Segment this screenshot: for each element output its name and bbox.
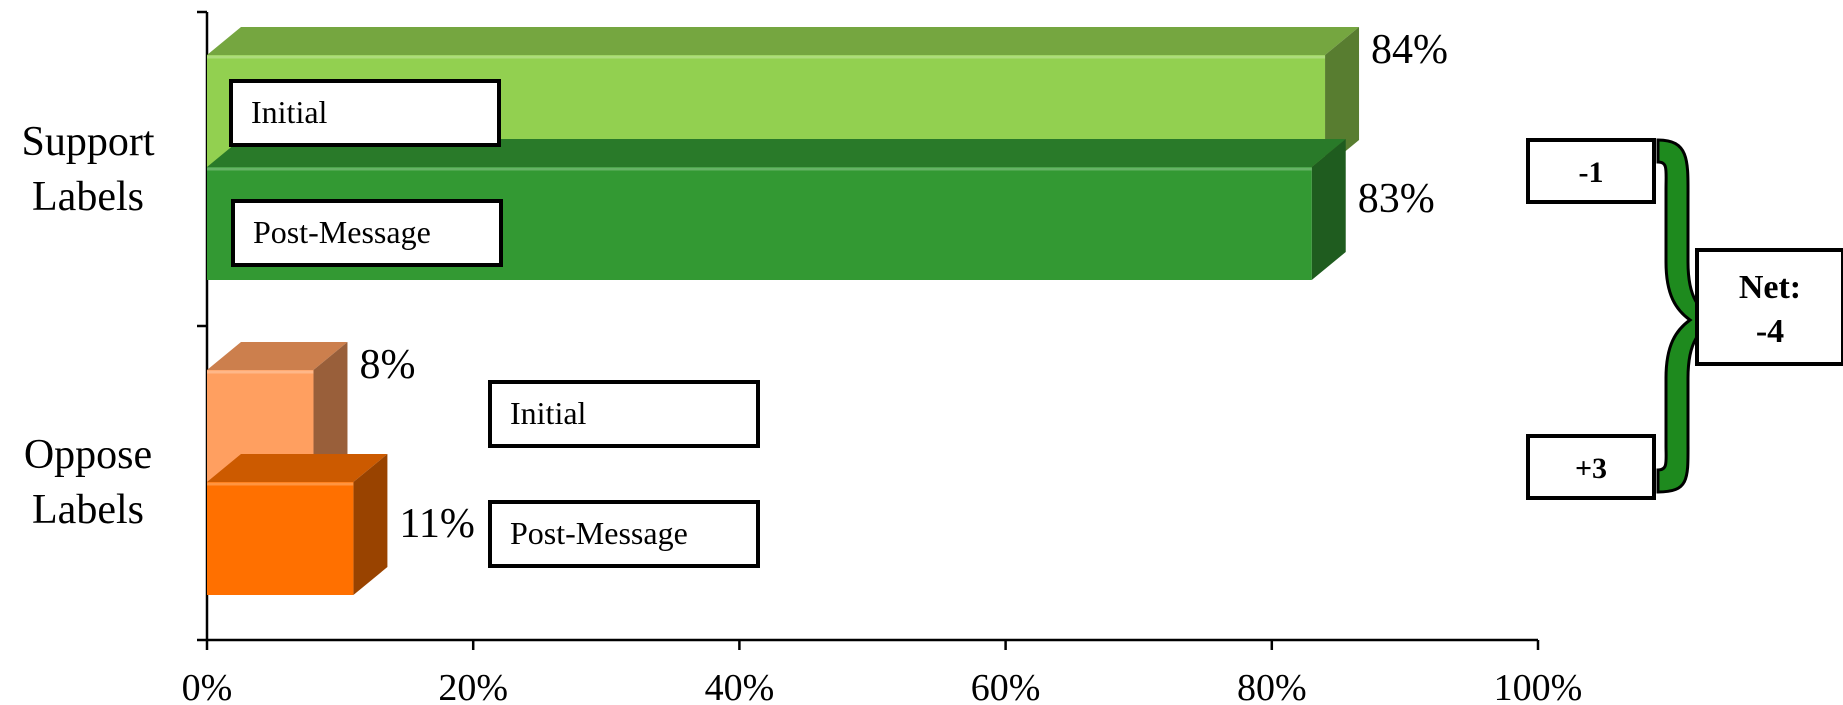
x-tick-label: 0%	[182, 667, 233, 705]
bar-oppose-labels-initial	[207, 342, 348, 483]
net-value: -4	[1756, 313, 1784, 350]
series-label-text: Post-Message	[510, 515, 688, 551]
x-tick-label: 60%	[971, 667, 1041, 705]
series-label-text: Post-Message	[253, 214, 431, 250]
category-label: Labels	[32, 487, 144, 533]
change-box: -1	[1526, 138, 1656, 204]
bars	[207, 27, 1360, 595]
bar-top-face	[207, 27, 1360, 55]
x-tick-label: 100%	[1494, 667, 1583, 705]
brace-icon	[1656, 138, 1719, 494]
change-annotations: -1 +3 Net: -4	[1526, 138, 1843, 500]
change-box-frame	[1526, 138, 1656, 204]
x-tick-label: 20%	[438, 667, 508, 705]
category-label: Oppose	[24, 432, 152, 478]
series-label-box-frame	[488, 500, 760, 568]
bar-front-face	[207, 482, 354, 595]
value-label: 84%	[1371, 27, 1448, 73]
series-label-box-frame	[229, 79, 501, 147]
value-label: 8%	[359, 342, 415, 388]
bar-oppose-labels-post-message	[207, 454, 388, 595]
net-box: Net: -4	[1695, 248, 1843, 366]
x-tick-label: 80%	[1237, 667, 1307, 705]
bar-side-face	[353, 454, 388, 595]
value-labels: 84% 83% 8% 11%	[359, 27, 1448, 547]
bar-top-face	[207, 342, 348, 370]
category-label: Labels	[32, 174, 144, 220]
series-label-boxes: Initial Post-Message Initial Post-Message	[229, 79, 760, 568]
category-labels: Support Labels Oppose Labels	[21, 119, 154, 533]
x-tick-label: 40%	[705, 667, 775, 705]
change-box: +3	[1526, 434, 1656, 500]
bar-side-face	[1311, 139, 1346, 280]
change-box-frame	[1526, 434, 1656, 500]
bar-side-face	[313, 342, 348, 483]
series-label-box: Initial	[229, 79, 501, 147]
series-label-box: Initial	[488, 380, 760, 448]
series-label-text: Initial	[510, 395, 587, 431]
net-box-frame	[1695, 248, 1843, 366]
series-label-box: Post-Message	[488, 500, 760, 568]
change-label: -1	[1579, 156, 1604, 189]
axes: 0% 20% 40% 60% 80% 100%	[182, 10, 1583, 705]
bar-side-face	[1325, 27, 1360, 168]
category-label: Support	[21, 119, 154, 165]
net-label: Net:	[1739, 269, 1801, 306]
series-label-box-frame	[488, 380, 760, 448]
bar-top-face	[207, 454, 388, 482]
change-label: +3	[1575, 452, 1607, 485]
value-label: 11%	[399, 501, 474, 547]
series-label-text: Initial	[251, 94, 328, 130]
series-label-box: Post-Message	[231, 199, 503, 267]
value-label: 83%	[1358, 176, 1435, 222]
series-label-box-frame	[231, 199, 503, 267]
